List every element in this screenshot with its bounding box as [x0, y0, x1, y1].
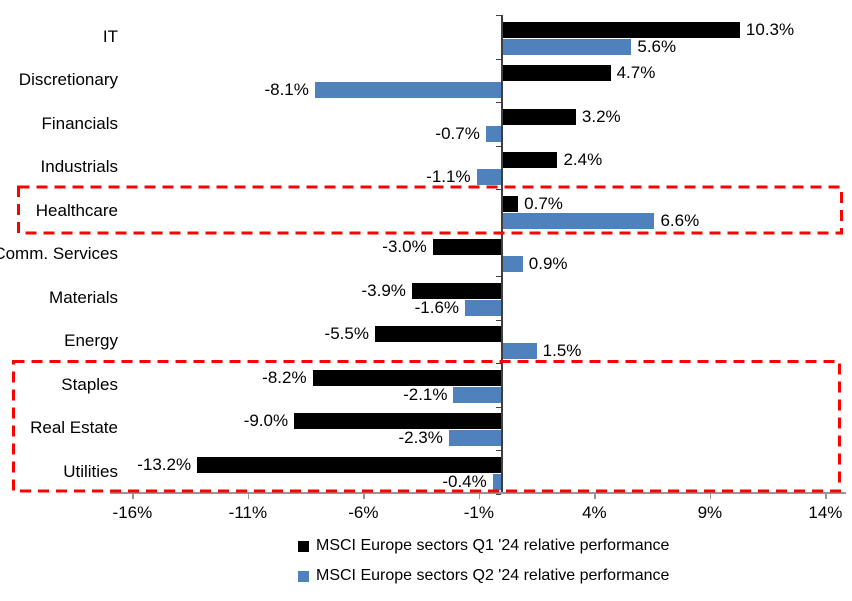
x-axis-tick-label-4: 4%: [582, 503, 607, 522]
x-axis-tick-6: [363, 493, 365, 499]
value-label-q1-utilities: -13.2%: [137, 454, 192, 474]
bar-q1-real-estate: [294, 413, 502, 429]
bar-q1-industrials: [502, 152, 558, 168]
value-label-q1-healthcare: 0.7%: [524, 193, 563, 213]
bar-q1-discretionary: [502, 65, 611, 81]
legend-label-q2: MSCI Europe sectors Q2 '24 relative perf…: [316, 567, 670, 584]
x-axis-tick-11: [247, 493, 250, 499]
value-label-q1-discretionary: 4.7%: [616, 63, 656, 82]
bar-q2-industrials: [476, 169, 502, 185]
x-axis-tick-9: [709, 493, 712, 499]
bar-q2-real-estate: [448, 430, 502, 446]
bar-q2-comm-services: [502, 256, 523, 272]
y-axis-category-tick: [496, 58, 501, 60]
y-axis-category-tick: [496, 406, 501, 408]
x-axis-tick-label-1: -1%: [463, 503, 494, 522]
bar-q1-it: [502, 21, 740, 38]
value-label-q2-energy: 1.5%: [542, 341, 582, 360]
x-axis-tick-label-9: 9%: [697, 503, 723, 522]
y-axis-category-tick: [496, 189, 501, 190]
category-label-staples: Staples: [61, 374, 118, 394]
legend: MSCI Europe sectors Q1 '24 relative perf…: [298, 535, 669, 595]
legend-label-q1: MSCI Europe sectors Q1 '24 relative perf…: [316, 537, 670, 554]
value-label-q1-comm-services: -3.0%: [382, 237, 427, 256]
x-axis-tick-label-14: 14%: [808, 503, 843, 522]
value-label-q2-industrials: -1.1%: [426, 167, 471, 186]
legend-swatch-q2: [298, 570, 309, 582]
x-axis-tick-4: [594, 493, 596, 499]
value-label-q1-financials: 3.2%: [581, 106, 621, 126]
value-label-q1-materials: -3.9%: [361, 280, 406, 300]
bar-q2-materials: [465, 299, 502, 316]
legend-item-q2: MSCI Europe sectors Q2 '24 relative perf…: [298, 565, 669, 587]
value-label-q2-healthcare: 6.6%: [660, 210, 700, 230]
x-axis-tick-label-6: -6%: [348, 503, 379, 522]
category-label-utilities: Utilities: [63, 461, 118, 481]
value-label-q2-financials: -0.7%: [435, 123, 480, 143]
bar-q1-financials: [502, 108, 576, 125]
bar-q1-staples: [312, 369, 502, 386]
value-label-q2-real-estate: -2.3%: [398, 428, 443, 447]
category-label-energy: Energy: [64, 331, 118, 351]
bar-q2-staples: [453, 386, 502, 403]
x-axis-tick-1: [478, 493, 481, 499]
bar-q1-energy: [374, 326, 502, 342]
legend-item-q1: MSCI Europe sectors Q1 '24 relative perf…: [298, 535, 669, 557]
category-label-comm-services: Comm. Services: [0, 244, 118, 264]
x-axis-tick-14: [825, 493, 827, 499]
x-axis-line: [110, 492, 846, 494]
value-label-q2-staples: -2.1%: [403, 384, 448, 404]
value-label-q1-energy: -5.5%: [324, 324, 369, 343]
y-axis-category-tick: [496, 15, 501, 16]
bar-q2-it: [502, 38, 632, 55]
value-label-q1-staples: -8.2%: [262, 367, 307, 387]
y-axis-category-tick: [496, 319, 501, 321]
category-label-industrials: Industrials: [40, 157, 118, 177]
legend-swatch-q1: [298, 540, 309, 552]
y-axis-category-tick: [496, 363, 501, 364]
bar-q2-financials: [485, 125, 502, 142]
category-label-materials: Materials: [49, 287, 118, 307]
value-label-q2-comm-services: 0.9%: [528, 254, 568, 273]
bar-q1-comm-services: [432, 239, 502, 255]
value-label-q2-materials: -1.6%: [414, 297, 460, 317]
value-label-q1-real-estate: -9.0%: [243, 411, 289, 430]
x-axis-tick-label-16: -16%: [112, 503, 153, 522]
category-label-it: IT: [102, 26, 118, 46]
value-label-q2-utilities: -0.4%: [442, 471, 487, 491]
y-axis-category-tick: [496, 102, 501, 103]
y-axis-category-tick: [496, 276, 501, 277]
y-axis-line: [500, 15, 503, 494]
y-axis-category-tick: [496, 493, 501, 495]
bar-q2-healthcare: [502, 212, 655, 229]
highlight-box-healthcare: [17, 185, 843, 235]
category-label-financials: Financials: [41, 113, 118, 133]
x-axis-tick-16: [132, 493, 134, 499]
value-label-q2-it: 5.6%: [637, 36, 677, 56]
value-label-q1-industrials: 2.4%: [563, 150, 603, 169]
bar-q2-energy: [502, 343, 537, 359]
bar-q1-materials: [411, 282, 502, 299]
category-label-real-estate: Real Estate: [30, 418, 118, 438]
bar-q2-discretionary: [314, 82, 502, 98]
value-label-q1-it: 10.3%: [745, 19, 795, 39]
value-label-q2-discretionary: -8.1%: [264, 80, 309, 99]
bar-q1-healthcare: [502, 195, 519, 212]
category-label-discretionary: Discretionary: [18, 70, 118, 90]
category-label-healthcare: Healthcare: [35, 200, 118, 220]
x-axis-tick-label-11: -11%: [228, 503, 268, 522]
y-axis-category-tick: [496, 450, 501, 451]
bar-q1-utilities: [197, 456, 502, 473]
y-axis-category-tick: [496, 145, 501, 147]
y-axis-category-tick: [496, 232, 501, 234]
